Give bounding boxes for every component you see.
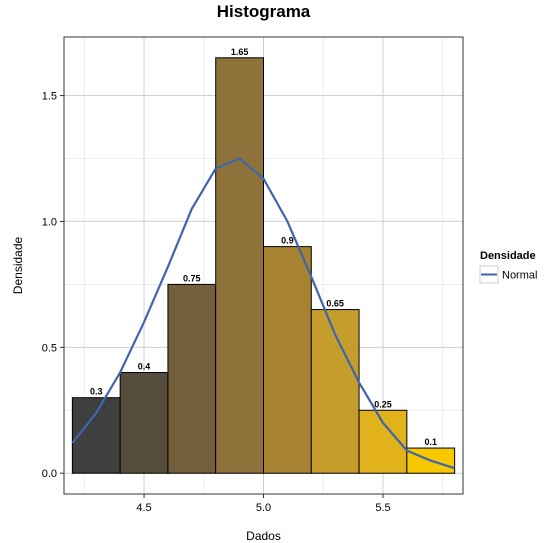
y-axis-ticks: 0.0 0.5 1.0 1.5 [42,91,64,480]
histogram-bar [167,283,217,474]
x-tick-label: 4.5 [136,502,151,514]
legend-entry-normal: Normal [502,270,537,282]
bar-value-label: 0.25 [374,399,392,409]
histogram-bar [119,372,169,474]
bar-value-label: 0.9 [281,236,294,246]
y-axis-label: Densidade [11,236,25,294]
histogram-bar [215,57,265,474]
x-axis-label: Dados [246,529,281,543]
normal-density-line [71,157,455,470]
y-tick-label: 0.0 [42,468,57,480]
y-tick-label: 0.5 [42,342,57,354]
bar-value-label: 0.1 [424,437,437,447]
bar-value-label: 0.75 [183,273,201,283]
normal-curve [71,157,455,470]
y-tick-label: 1.5 [42,91,57,103]
histogram-bar [263,246,312,474]
legend-title: Densidade [480,250,536,262]
bar-value-label: 0.65 [326,299,344,309]
y-tick-label: 1.0 [42,216,57,228]
x-tick-label: 5.0 [256,502,271,514]
bar-value-label: 0.3 [90,387,103,397]
bar-value-label: 1.65 [231,47,249,57]
x-axis-ticks: 4.5 5.0 5.5 [136,494,391,514]
chart-title: Histograma [217,2,311,21]
bar-value-label: 0.4 [138,362,151,372]
legend: Densidade Normal [479,250,537,284]
bar-value-labels: 0.3 0.4 0.75 1.65 0.9 0.65 0.25 0.1 [90,47,437,447]
x-tick-label: 5.5 [375,502,390,514]
